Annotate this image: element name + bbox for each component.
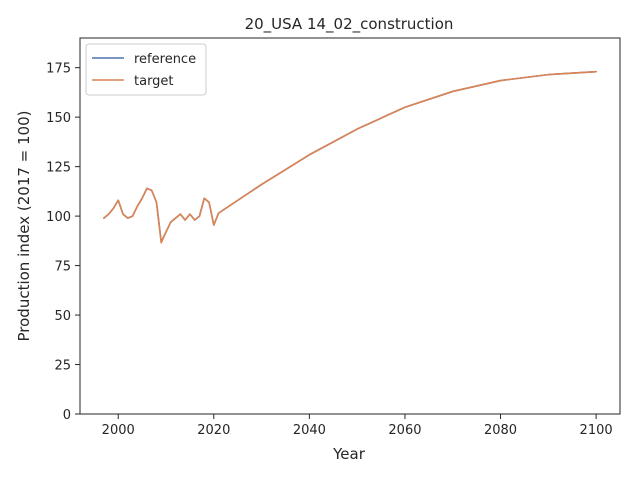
y-axis-ticks: 0 25 50 75 100 125 150 175 [46, 62, 80, 423]
legend-label-reference: reference [134, 52, 196, 67]
x-tick-label: 2020 [197, 423, 230, 438]
y-tick-label: 100 [46, 210, 71, 225]
x-tick-label: 2000 [102, 423, 135, 438]
y-axis-label: Production index (2017 = 100) [15, 111, 33, 342]
x-tick-label: 2040 [293, 423, 326, 438]
x-tick-label: 2060 [388, 423, 421, 438]
y-tick-label: 150 [46, 111, 71, 126]
y-tick-label: 125 [46, 161, 71, 176]
legend-box [85, 43, 207, 96]
y-tick-label: 75 [54, 260, 71, 275]
y-tick-label: 0 [63, 408, 71, 423]
x-axis-ticks: 2000 2020 2040 2060 2080 2100 [102, 414, 613, 438]
y-tick-label: 25 [54, 359, 71, 374]
y-tick-label: 50 [54, 309, 71, 324]
plot-frame [79, 37, 621, 415]
legend-label-target: target [134, 74, 174, 89]
plot-area [103, 70, 597, 244]
series-line-target [103, 70, 597, 244]
x-tick-label: 2100 [580, 423, 613, 438]
x-axis-label: Year [332, 445, 366, 463]
y-tick-label: 175 [46, 62, 71, 77]
legend: reference target [85, 43, 207, 96]
chart-title: 20_USA 14_02_construction [245, 15, 454, 34]
x-tick-label: 2080 [484, 423, 517, 438]
